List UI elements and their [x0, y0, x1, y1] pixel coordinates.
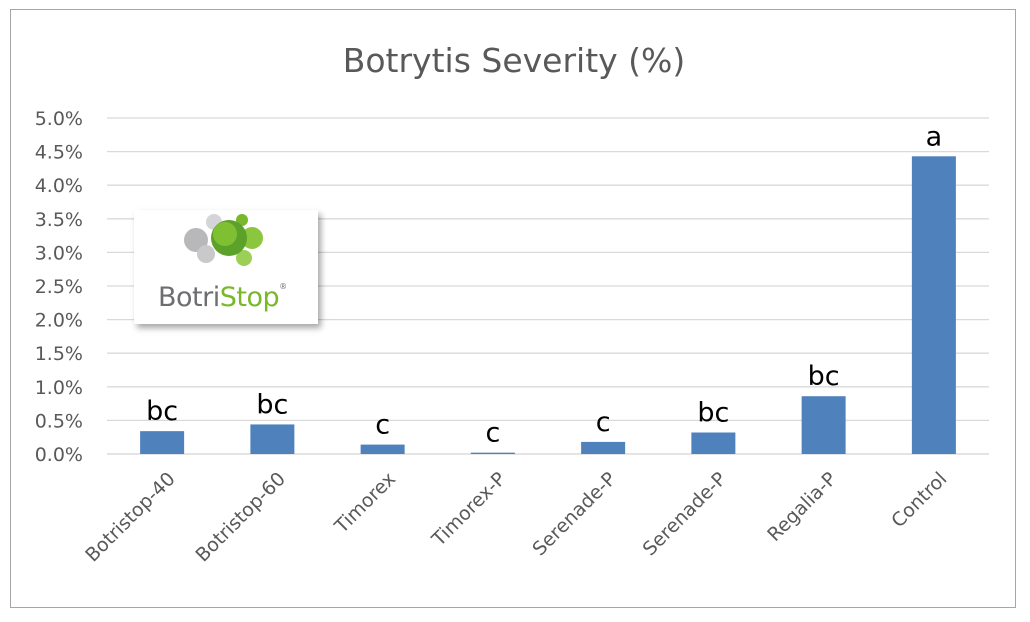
bar-7: [911, 156, 956, 454]
y-tick-label: 2.5%: [35, 276, 83, 298]
bar-1: [250, 424, 295, 454]
x-tick-label: Serenade-P: [639, 468, 731, 560]
significance-label: a: [926, 121, 943, 152]
y-tick-label: 4.0%: [35, 175, 83, 197]
x-tick-label: Timorex: [330, 468, 400, 538]
logo-wordmark: BotriStop®: [158, 282, 287, 313]
y-tick-label: 5.0%: [35, 108, 83, 130]
y-tick-label: 0.5%: [35, 410, 83, 432]
x-tick-label: Regalia-P: [763, 468, 841, 546]
y-tick-label: 3.5%: [35, 209, 83, 231]
logo-text-botri: Botri: [158, 282, 220, 313]
x-tick-label: Serenade-P: [528, 468, 620, 560]
bar-5: [691, 432, 736, 454]
logo-registered-mark: ®: [279, 282, 287, 291]
y-tick-label: 2.0%: [35, 310, 83, 332]
bar-4: [581, 441, 626, 454]
y-tick-label: 4.5%: [35, 142, 83, 164]
x-tick-label: Control: [887, 468, 951, 532]
y-tick-label: 0.0%: [35, 444, 83, 466]
bar-annotations: bc bc c c c bc bc a: [146, 121, 942, 448]
chart-title: Botrytis Severity (%): [343, 41, 686, 80]
bar-3: [470, 452, 515, 454]
significance-label: c: [596, 407, 611, 438]
y-axis-ticks: 0.0% 0.5% 1.0% 1.5% 2.0% 2.5% 3.0% 3.5% 4.0% 4.5%…: [35, 108, 83, 466]
significance-label: c: [485, 418, 500, 449]
x-tick-label: Botristop-60: [191, 468, 289, 566]
bar-0: [140, 431, 185, 454]
botristop-cells-icon: [184, 214, 263, 266]
significance-label: bc: [146, 396, 178, 427]
significance-label: bc: [808, 361, 840, 392]
y-tick-label: 1.5%: [35, 343, 83, 365]
significance-label: c: [375, 410, 390, 441]
x-axis-ticks: Botristop-40 Botristop-60 Timorex Timorex-P…: [81, 468, 951, 566]
significance-label: bc: [256, 389, 288, 420]
y-tick-label: 3.0%: [35, 242, 83, 264]
bar-2: [360, 444, 405, 454]
logo-text-stop: Stop: [219, 282, 280, 313]
x-tick-label: Timorex-P: [427, 468, 510, 551]
y-tick-label: 1.0%: [35, 377, 83, 399]
bar-6: [801, 396, 846, 454]
x-tick-label: Botristop-40: [81, 468, 179, 566]
bars: [140, 156, 956, 454]
significance-label: bc: [697, 397, 729, 428]
botristop-logo: BotriStop®: [134, 210, 318, 324]
